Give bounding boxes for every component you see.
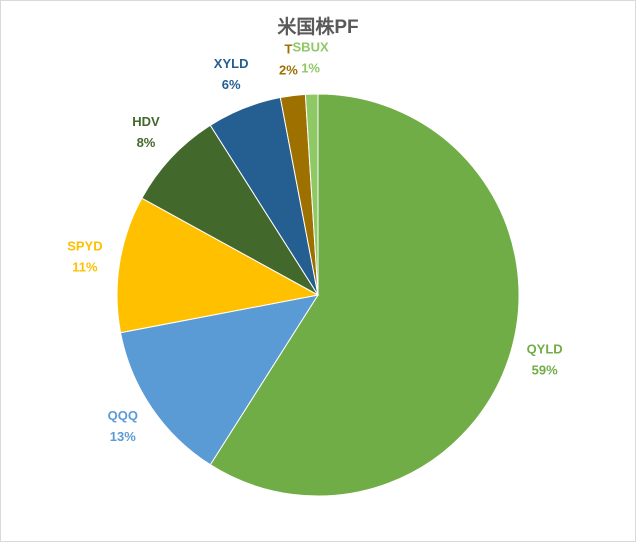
value-label: 2% xyxy=(279,62,298,77)
slice-label: XYLD xyxy=(214,56,249,71)
slice-label: HDV xyxy=(132,114,160,129)
value-label: 8% xyxy=(137,135,156,150)
slice-label: SPYD xyxy=(67,239,102,254)
chart-title: 米国株PF xyxy=(277,15,358,38)
value-label: 13% xyxy=(110,429,136,444)
pie-slice xyxy=(209,93,520,497)
pie-slice xyxy=(141,124,319,296)
slice-label: QYLD xyxy=(527,341,563,356)
slice-label: QQQ xyxy=(108,408,138,423)
value-label: 59% xyxy=(532,362,558,377)
pie-slice xyxy=(119,294,320,466)
value-label: 6% xyxy=(222,77,241,92)
slice-label: SBUX xyxy=(293,40,329,55)
pie-slice xyxy=(304,93,319,296)
value-label: 11% xyxy=(72,260,98,275)
slice-label: T xyxy=(284,41,292,56)
value-label: 1% xyxy=(301,61,320,76)
pie-slice xyxy=(116,197,320,334)
